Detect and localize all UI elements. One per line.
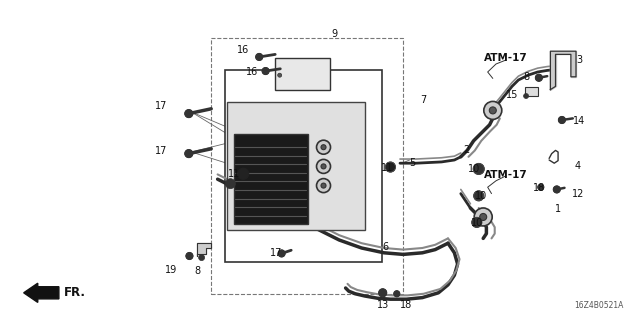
Text: 16: 16 [237, 44, 250, 55]
Text: 8: 8 [523, 72, 529, 83]
Text: 17: 17 [155, 101, 168, 111]
Circle shape [317, 159, 330, 173]
Text: 16Z4B0521A: 16Z4B0521A [575, 301, 624, 310]
Text: 12: 12 [572, 189, 584, 199]
Circle shape [321, 145, 326, 150]
FancyArrow shape [24, 283, 59, 302]
Text: 10: 10 [471, 218, 484, 228]
Text: 18: 18 [533, 183, 546, 193]
Text: FR.: FR. [64, 286, 86, 299]
Circle shape [385, 162, 396, 172]
Text: 2: 2 [463, 145, 469, 155]
Text: 18: 18 [400, 300, 413, 310]
Circle shape [198, 255, 205, 260]
Circle shape [186, 252, 193, 260]
Circle shape [278, 73, 282, 77]
Bar [525, 87, 538, 96]
Text: 1: 1 [555, 204, 561, 214]
Circle shape [473, 164, 484, 174]
Text: ATM-17: ATM-17 [484, 52, 527, 63]
Text: 17: 17 [270, 248, 283, 259]
Bar [234, 134, 307, 224]
Text: 19: 19 [165, 265, 178, 276]
Circle shape [185, 150, 193, 158]
Circle shape [317, 179, 330, 193]
Circle shape [490, 107, 496, 114]
Circle shape [379, 289, 387, 297]
Text: 11: 11 [228, 169, 241, 179]
Text: 17: 17 [155, 146, 168, 156]
Text: 14: 14 [573, 116, 586, 126]
Text: 9: 9 [332, 28, 338, 39]
Text: 8: 8 [194, 266, 200, 276]
Circle shape [321, 164, 326, 169]
Circle shape [256, 53, 262, 60]
Polygon shape [550, 51, 576, 90]
Text: 16: 16 [246, 67, 259, 77]
Circle shape [317, 140, 330, 154]
Circle shape [538, 184, 544, 190]
Text: 10: 10 [467, 164, 480, 174]
Circle shape [185, 109, 193, 118]
Text: 15: 15 [506, 90, 518, 100]
Circle shape [262, 68, 269, 75]
Text: 4: 4 [575, 161, 581, 171]
Text: 3: 3 [576, 55, 582, 65]
Bar [225, 70, 382, 262]
Text: 11: 11 [381, 163, 394, 173]
Text: 5: 5 [410, 157, 416, 168]
Bar [275, 58, 330, 90]
Circle shape [472, 217, 482, 228]
Circle shape [321, 183, 326, 188]
Circle shape [554, 186, 560, 193]
Circle shape [524, 93, 529, 99]
Circle shape [278, 250, 285, 257]
Text: 6: 6 [382, 242, 388, 252]
Circle shape [559, 116, 565, 124]
Text: ATM-17: ATM-17 [484, 170, 527, 180]
Circle shape [225, 179, 236, 189]
Text: 10: 10 [475, 191, 488, 201]
Circle shape [536, 74, 542, 81]
Bar [227, 102, 365, 230]
Circle shape [237, 168, 249, 179]
Text: 13: 13 [376, 300, 389, 310]
Text: 7: 7 [420, 95, 427, 105]
Circle shape [474, 191, 484, 201]
Circle shape [484, 101, 502, 119]
Circle shape [474, 208, 492, 226]
Circle shape [480, 213, 486, 220]
Polygon shape [197, 243, 211, 256]
Bar [211, 38, 403, 294]
Circle shape [394, 291, 400, 297]
